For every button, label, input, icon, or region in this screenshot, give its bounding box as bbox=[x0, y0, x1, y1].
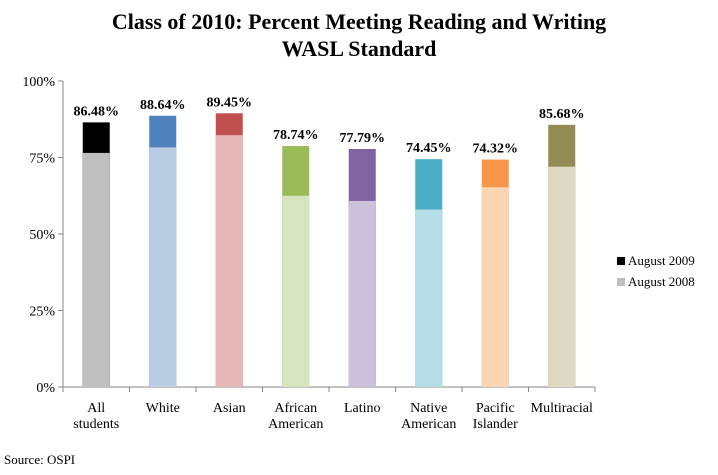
x-category-label: Native bbox=[410, 401, 447, 416]
x-category-label: American bbox=[268, 417, 323, 432]
data-label: 85.68% bbox=[539, 107, 585, 122]
legend-swatch-august-2008 bbox=[617, 277, 625, 286]
x-category-label: American bbox=[401, 417, 456, 432]
chart-title: Class of 2010: Percent Meeting Reading a… bbox=[0, 8, 718, 62]
x-category-label: Islander bbox=[473, 417, 518, 432]
bar-august-2008 bbox=[215, 135, 243, 387]
data-label: 77.79% bbox=[340, 131, 386, 146]
x-category-label: Latino bbox=[344, 401, 381, 416]
data-label: 89.45% bbox=[207, 95, 253, 110]
y-tick-label: 25% bbox=[29, 305, 55, 320]
x-category-label: students bbox=[73, 417, 119, 432]
legend-label-august-2008: August 2008 bbox=[628, 273, 695, 289]
bar-august-2008 bbox=[282, 195, 310, 387]
chart-title-line-1: Class of 2010: Percent Meeting Reading a… bbox=[111, 9, 607, 34]
data-label: 88.64% bbox=[140, 98, 186, 113]
y-tick-label: 75% bbox=[29, 152, 55, 167]
x-category-label: All bbox=[87, 401, 105, 416]
data-label: 74.32% bbox=[473, 142, 519, 157]
bar-august-2008 bbox=[82, 152, 110, 387]
legend: August 2009 August 2008 bbox=[617, 252, 695, 294]
data-label: 74.45% bbox=[406, 141, 452, 156]
bar-august-2008 bbox=[149, 147, 177, 387]
bar-august-2008 bbox=[348, 200, 376, 387]
y-tick-label: 50% bbox=[29, 228, 55, 243]
y-tick-label: 0% bbox=[36, 381, 55, 396]
x-category-label: White bbox=[146, 401, 180, 416]
x-category-label: Pacific bbox=[476, 401, 515, 416]
chart-title-line-2: WASL Standard bbox=[281, 36, 437, 61]
legend-label-august-2009: August 2009 bbox=[628, 252, 695, 268]
legend-item-august-2008: August 2008 bbox=[617, 273, 695, 290]
x-category-label: African bbox=[274, 401, 317, 416]
legend-swatch-august-2009 bbox=[617, 256, 625, 265]
bar-august-2008 bbox=[481, 187, 509, 387]
source-note: Source: OSPI bbox=[4, 452, 76, 467]
bar-august-2008 bbox=[548, 166, 576, 387]
bar-august-2008 bbox=[415, 209, 443, 387]
x-category-label: Asian bbox=[213, 401, 246, 416]
y-tick-label: 100% bbox=[22, 75, 55, 90]
data-label: 78.74% bbox=[273, 128, 319, 143]
legend-item-august-2009: August 2009 bbox=[617, 252, 695, 269]
data-label: 86.48% bbox=[74, 104, 120, 119]
x-category-label: Multiracial bbox=[531, 401, 593, 416]
